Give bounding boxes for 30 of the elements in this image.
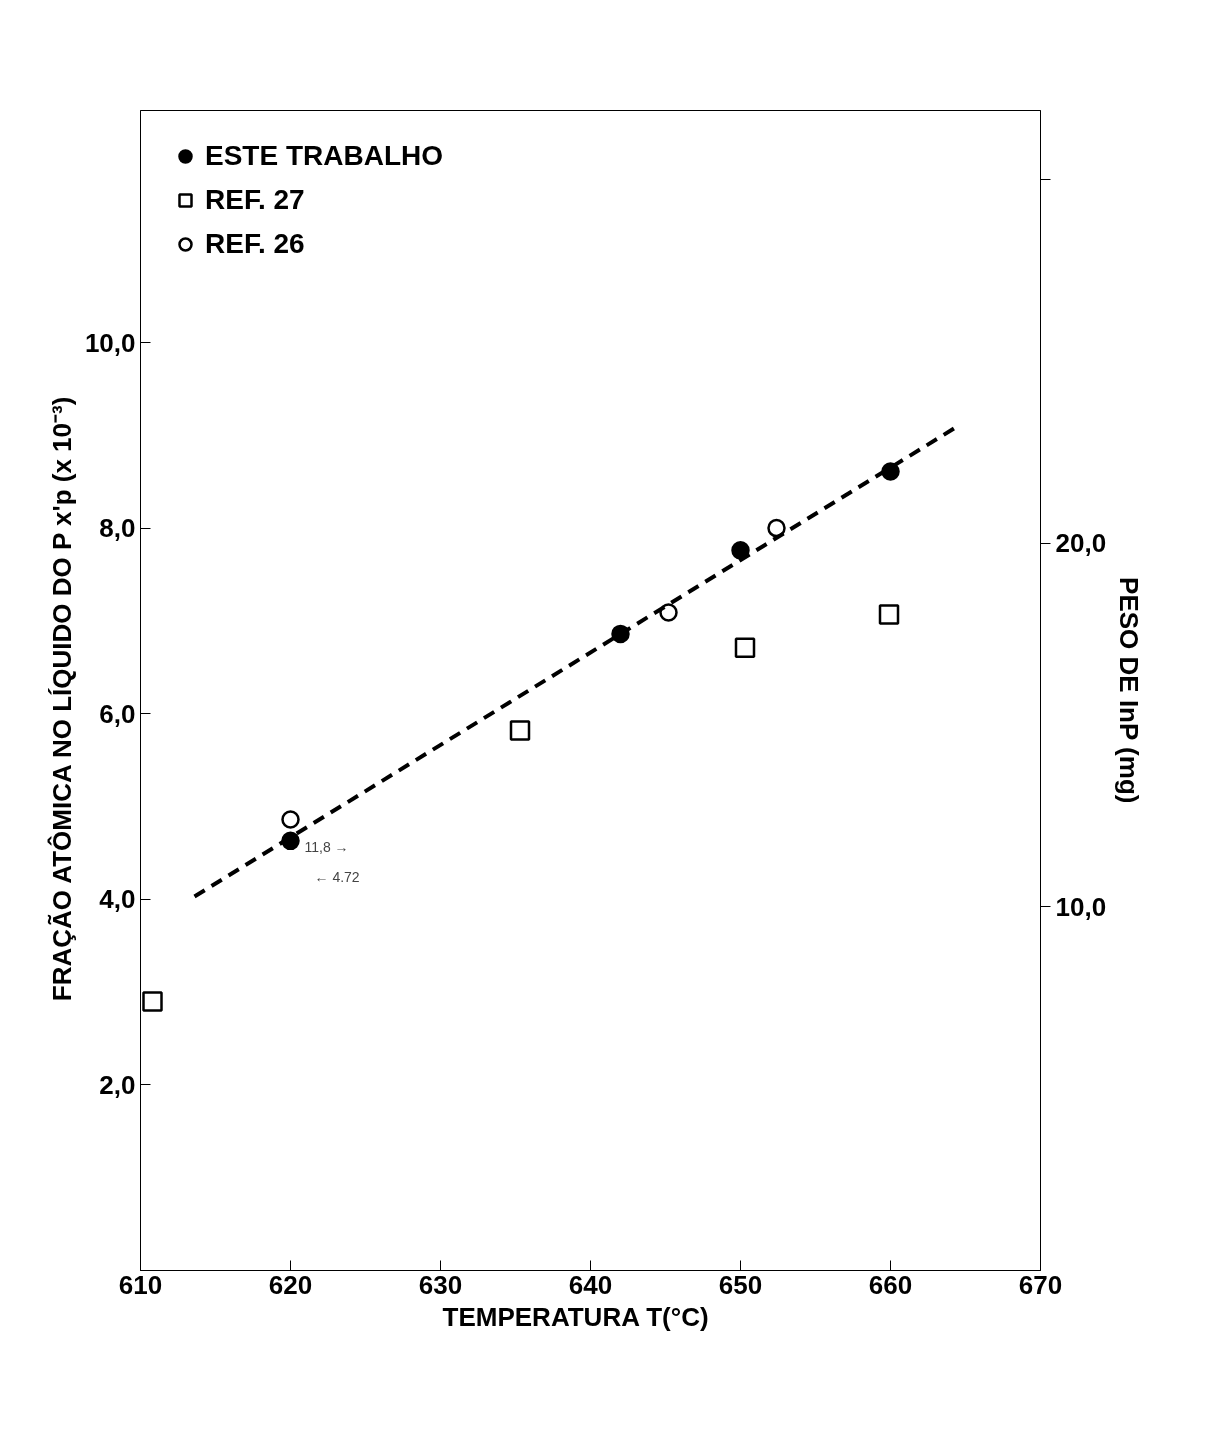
y-tick-label: 8,0 [99, 513, 136, 544]
annotation: 11,8 → [304, 838, 349, 855]
point [509, 720, 531, 741]
y2-tick-label: 10,0 [1055, 891, 1107, 922]
point [767, 518, 786, 538]
point [281, 810, 300, 829]
x-tick-label: 650 [718, 1269, 763, 1300]
point [734, 637, 756, 659]
point [878, 604, 900, 625]
x-tick-label: 630 [418, 1269, 463, 1300]
legend-label: ESTE TRABALHO [205, 140, 443, 172]
y-tick-label: 6,0 [99, 698, 136, 729]
x-axis-title: TEMPERATURA T(°C) [442, 1301, 709, 1332]
y-tick-label: 2,0 [99, 1069, 136, 1100]
legend-label: REF. 26 [205, 228, 305, 260]
legend-label: REF. 27 [205, 184, 305, 216]
x-tick-label: 640 [568, 1269, 613, 1300]
y2-axis-title: PESO DE InP (mg) [1114, 577, 1145, 804]
point [142, 991, 163, 1012]
x-tick-label: 610 [118, 1269, 163, 1300]
x-tick-label: 620 [268, 1269, 313, 1300]
y-axis-title: FRAÇÃO ATÔMICA NO LÍQUIDO DO P x'p (x 10⁻³) [46, 396, 77, 1002]
x-tick-label: 670 [1018, 1269, 1063, 1300]
annotation: ← 4.72 [314, 868, 360, 885]
y-tick-label: 10,0 [84, 327, 136, 358]
y-tick-label: 4,0 [99, 884, 136, 915]
x-tick-label: 660 [868, 1269, 913, 1300]
y2-tick-label: 20,0 [1055, 528, 1107, 559]
point [731, 541, 750, 560]
point [659, 603, 678, 622]
